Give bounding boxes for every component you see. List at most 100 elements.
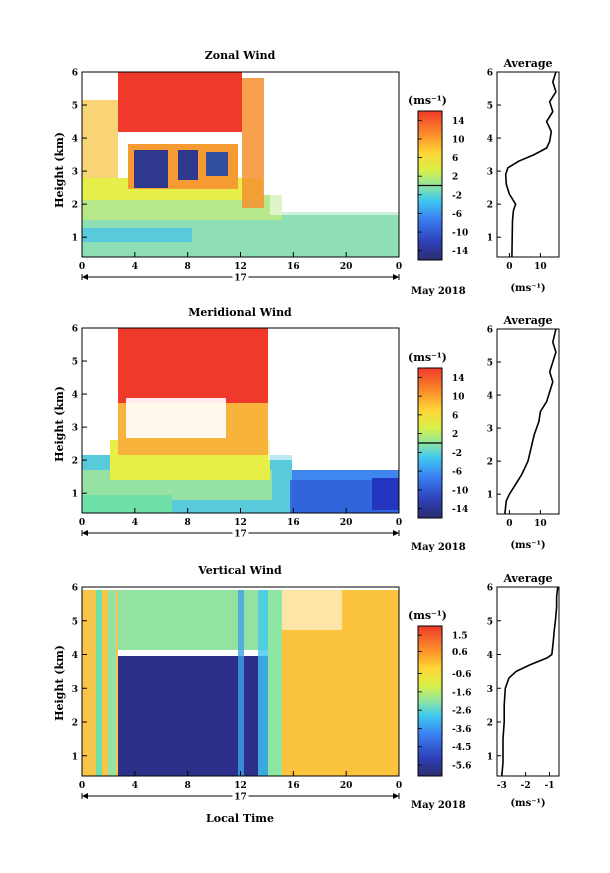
zonal-cbar-tick-label: -14 [452, 247, 468, 257]
vertical-ytick-label: 6 [72, 584, 78, 594]
zonal-cbar-tick-label: 14 [452, 117, 465, 127]
meridional-profile-ytick-label: 5 [487, 359, 493, 369]
vertical-cbar-tick-label: -5.6 [452, 762, 471, 772]
vertical-profile-axes: 1 2 3 4 5 6 -3 -2 -1 [487, 584, 555, 792]
vertical-cbar-tick-label: -4.5 [452, 743, 471, 753]
zonal-xtick-label: 0 [396, 262, 402, 272]
zonal-profile-xlabel: (ms⁻¹) [510, 283, 545, 294]
vertical-ytick-label: 4 [72, 651, 78, 661]
meridional-profile-ytick-label: 6 [487, 326, 493, 336]
meridional-cbar-tick-label: -10 [452, 486, 468, 496]
vertical-cbar-tick-label: -2.6 [452, 707, 471, 717]
meridional-profile-frame [496, 328, 560, 515]
meridional-cbar-tick-label: -2 [452, 449, 462, 459]
meridional-ytick-label: 4 [72, 391, 78, 401]
zonal-profile-ytick-label: 1 [487, 234, 493, 244]
zonal-profile-line [504, 71, 557, 258]
meridional-xtick-label: 8 [185, 518, 191, 528]
meridional-x-axis: 0 4 8 12 16 20 0 [79, 508, 402, 528]
zonal-profile-ytick-label: 6 [487, 69, 493, 79]
vertical-profile-xtick-label: -2 [521, 781, 531, 791]
meridional-xtick-label: 0 [79, 518, 85, 528]
zonal-ytick-label: 6 [72, 69, 78, 79]
meridional-cbar-tick-label: 10 [452, 393, 465, 403]
meridional-day-label: 17 [234, 530, 247, 540]
vertical-day-bar-arrow-right [393, 793, 399, 799]
month-label-2: May 2018 [411, 542, 466, 553]
zonal-ytick-label: 2 [72, 201, 78, 211]
meridional-profile-xtick-label: 0 [506, 519, 512, 529]
zonal-ytick-label: 4 [72, 135, 78, 145]
meridional-title: Meridional Wind [188, 306, 292, 319]
vertical-average-title: Average [502, 572, 552, 585]
vertical-title: Vertical Wind [197, 564, 282, 577]
vertical-colorbar-ticks: 1.5 0.6 -0.6 -1.6 -2.6 -3.6 -4.5 -5.6 [418, 632, 471, 772]
vertical-ylabel: Height (km) [53, 645, 66, 721]
zonal-ytick-label: 3 [72, 168, 78, 178]
zonal-xtick-label: 0 [79, 262, 85, 272]
zonal-cbar-tick-label: -10 [452, 229, 468, 239]
zonal-ytick-label: 1 [72, 234, 78, 244]
meridional-day-label-bg [232, 527, 249, 538]
zonal-y-axis: 1 2 3 4 5 6 [72, 69, 87, 244]
vertical-xtick-label: 0 [396, 781, 402, 791]
meridional-xtick-label: 12 [234, 518, 247, 528]
zonal-xtick-label: 12 [234, 262, 247, 272]
meridional-ytick-label: 2 [72, 457, 78, 467]
vertical-profile-ytick-label: 1 [487, 752, 493, 762]
meridional-xtick-label: 20 [340, 518, 353, 528]
vertical-profile-xtick-label: -1 [544, 781, 554, 791]
meridional-cbar-tick-label: 6 [452, 411, 458, 421]
meridional-cbar-tick-label: -6 [452, 468, 462, 478]
zonal-day-bar-arrow-left [82, 274, 88, 280]
meridional-y-axis: 1 2 3 4 5 6 [72, 325, 87, 500]
zonal-ytick-label: 5 [72, 102, 78, 112]
zonal-heatmap-field [82, 72, 399, 257]
vertical-xtick-label: 4 [132, 781, 138, 791]
zonal-colorbar-unit: (ms⁻¹) [408, 94, 447, 107]
vertical-xtick-label: 12 [234, 781, 247, 791]
vertical-xtick-label: 0 [79, 781, 85, 791]
vertical-cbar-tick-label: -0.6 [452, 670, 471, 680]
month-label-3: May 2018 [411, 800, 466, 811]
meridional-heatmap-field [82, 328, 399, 513]
vertical-ytick-label: 5 [72, 617, 78, 627]
zonal-x-axis: 0 4 8 12 16 20 0 [79, 252, 402, 272]
day-bar-group: 17 17 17 [81, 271, 400, 803]
zonal-cbar-tick-label: -2 [452, 191, 462, 201]
meridional-cbar-tick-label: 14 [452, 374, 465, 384]
vertical-profile-xtick-label: -3 [497, 781, 507, 791]
zonal-average-title: Average [502, 57, 552, 70]
vertical-xtick-label: 8 [185, 781, 191, 791]
zonal-cbar-tick-label: 10 [452, 135, 465, 145]
zonal-colorbar-ticks: 14 10 6 2 -2 -6 -10 -14 [418, 117, 468, 257]
vertical-day-label: 17 [234, 793, 247, 803]
zonal-day-bar-arrow-right [393, 274, 399, 280]
zonal-profile-ytick-label: 3 [487, 168, 493, 178]
vertical-profile-xlabel: (ms⁻¹) [510, 798, 545, 809]
zonal-cbar-tick-label: -6 [452, 210, 462, 220]
zonal-cbar-tick-label: 2 [452, 173, 458, 183]
meridional-ytick-label: 3 [72, 424, 78, 434]
vertical-profile-ytick-label: 3 [487, 685, 493, 695]
x-axis-title: Local Time [206, 812, 274, 825]
meridional-profile-ytick-label: 3 [487, 425, 493, 435]
meridional-ylabel: Height (km) [53, 386, 66, 462]
meridional-cbar-tick-label: 2 [452, 430, 458, 440]
meridional-profile-ytick-label: 2 [487, 458, 493, 468]
meridional-day-bar-arrow-right [393, 530, 399, 536]
meridional-ytick-label: 5 [72, 358, 78, 368]
vertical-x-axis: 0 4 8 12 16 20 0 [79, 771, 402, 791]
month-label-1: May 2018 [411, 286, 466, 297]
meridional-colorbar-unit: (ms⁻¹) [408, 351, 447, 364]
zonal-day-label: 17 [234, 274, 247, 284]
zonal-xtick-label: 16 [287, 262, 300, 272]
vertical-colorbar [417, 625, 443, 777]
zonal-xtick-label: 8 [185, 262, 191, 272]
vertical-profile-line [501, 586, 559, 777]
vertical-day-bar-arrow-left [82, 793, 88, 799]
vertical-ytick-label: 3 [72, 685, 78, 695]
